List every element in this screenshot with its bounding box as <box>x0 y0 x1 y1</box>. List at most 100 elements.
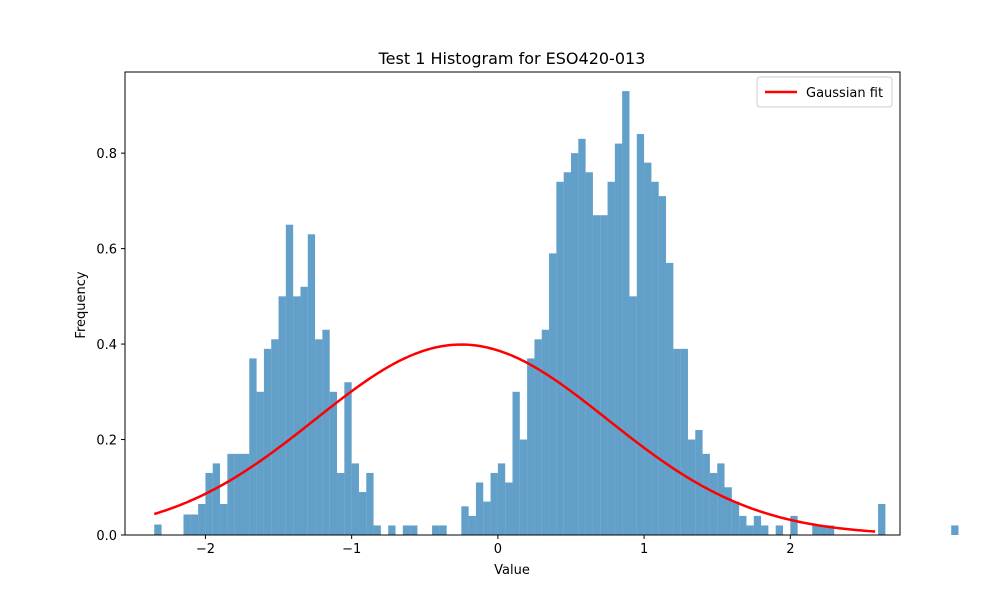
y-tick-label: 0.2 <box>96 434 117 449</box>
histogram-bar <box>614 143 623 535</box>
histogram-bar <box>307 234 316 536</box>
histogram-bar <box>680 348 688 535</box>
histogram-bar <box>190 514 199 535</box>
histogram-bar <box>761 525 769 535</box>
histogram-bar <box>358 492 367 535</box>
histogram-bar <box>337 472 345 535</box>
histogram-bar <box>570 153 579 535</box>
histogram-bar <box>702 453 710 535</box>
histogram-bar <box>249 358 257 535</box>
histogram-bar <box>461 506 469 535</box>
histogram-bar <box>519 439 528 535</box>
histogram-bar <box>651 181 659 535</box>
histogram-bar <box>607 181 615 535</box>
histogram-bar <box>402 525 411 535</box>
y-axis: 0.0 0.2 0.4 0.6 0.8 <box>96 147 125 544</box>
histogram-bar <box>198 503 206 535</box>
histogram-bar <box>951 525 959 535</box>
gaussian-fit-line <box>153 343 876 533</box>
histogram-bar <box>344 382 352 535</box>
y-tick-label: 0.8 <box>96 147 117 162</box>
histogram-bar <box>351 463 359 535</box>
histogram-bar <box>300 286 308 535</box>
histogram-bar <box>622 91 630 535</box>
histogram-bar <box>541 329 550 535</box>
x-axis-label: Value <box>494 563 530 578</box>
histogram-bar <box>241 453 250 535</box>
histogram-bar <box>256 391 264 535</box>
histogram-bar <box>432 525 440 535</box>
histogram-bar <box>154 524 162 535</box>
histogram-bar <box>263 348 272 535</box>
histogram-bar <box>878 503 886 535</box>
histogram-bars <box>154 91 959 536</box>
histogram-bar <box>658 196 667 535</box>
histogram-bar <box>234 453 242 535</box>
histogram-bar <box>322 329 330 535</box>
histogram-bar <box>585 172 593 536</box>
histogram-bar <box>388 525 396 535</box>
y-tick-label: 0.4 <box>96 338 117 353</box>
histogram-bar <box>717 463 725 535</box>
histogram-bar <box>527 358 535 535</box>
histogram-bar <box>819 525 827 535</box>
histogram-bar <box>468 515 476 535</box>
y-axis-label: Frequency <box>74 271 89 338</box>
histogram-bar <box>687 439 696 535</box>
histogram-bar <box>212 463 221 535</box>
x-tick-label: 1 <box>640 542 648 557</box>
plot-frame <box>124 71 901 536</box>
x-axis: −2 −1 0 1 2 <box>196 535 794 557</box>
legend: Gaussian fit <box>756 76 893 108</box>
histogram-bar <box>220 503 228 535</box>
histogram-bar <box>315 339 323 535</box>
histogram-bar <box>512 391 520 535</box>
x-tick-label: 2 <box>786 542 794 557</box>
histogram-bar <box>227 453 235 535</box>
histogram-bar <box>549 253 557 535</box>
histogram-bar <box>563 172 571 536</box>
histogram-bar <box>739 515 747 535</box>
histogram-bar <box>534 339 542 535</box>
histogram-bar <box>812 525 820 535</box>
histogram-bar <box>673 348 681 535</box>
histogram-bar <box>490 472 498 535</box>
histogram-bar <box>724 487 732 535</box>
histogram-bar <box>636 134 645 536</box>
histogram-bar <box>629 296 637 535</box>
histogram-bar <box>826 525 835 535</box>
histogram-bar <box>775 525 784 535</box>
gaussian-fit-group <box>153 343 876 533</box>
histogram-bar <box>410 525 418 535</box>
histogram-bar <box>285 224 294 536</box>
histogram-bar <box>475 482 484 535</box>
histogram-bar <box>709 472 718 535</box>
histogram-bar <box>644 162 652 535</box>
legend-box <box>756 76 893 108</box>
x-tick-label: 0 <box>494 542 502 557</box>
histogram-bar <box>329 391 338 535</box>
histogram-bar <box>497 463 506 535</box>
histogram-bar <box>600 215 608 535</box>
histogram-bar <box>366 472 374 535</box>
histogram-bar <box>731 501 740 535</box>
chart-title: Test 1 Histogram for ESO420-013 <box>378 49 646 68</box>
histogram-bar <box>578 138 586 535</box>
y-tick-label: 0.6 <box>96 243 117 258</box>
x-tick-label: −2 <box>196 542 215 557</box>
histogram-bar <box>373 525 381 535</box>
legend-label-gaussian-fit: Gaussian fit <box>806 86 883 101</box>
histogram-bar <box>746 525 754 535</box>
histogram-bar <box>293 296 301 535</box>
histogram-bar <box>271 339 279 535</box>
histogram-bar <box>439 525 447 535</box>
histogram-bar <box>790 515 798 535</box>
histogram-bar <box>753 515 762 535</box>
histogram-bar <box>483 501 491 535</box>
histogram-bar <box>556 181 564 535</box>
histogram-bar <box>695 429 703 535</box>
histogram-bar <box>205 472 213 535</box>
y-tick-label: 0.0 <box>96 529 117 544</box>
